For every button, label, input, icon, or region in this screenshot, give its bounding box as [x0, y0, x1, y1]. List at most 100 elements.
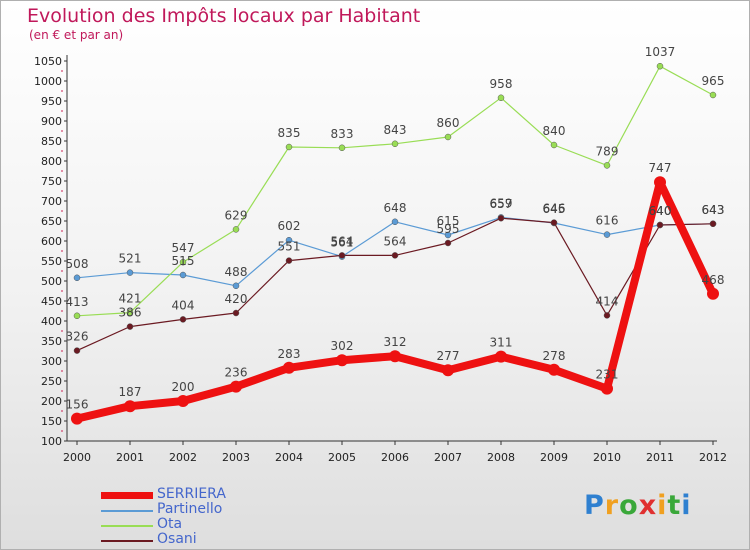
data-point-serriera — [283, 361, 295, 374]
data-label-serriera: 747 — [649, 161, 672, 175]
x-tick-label: 2008 — [487, 451, 515, 464]
x-tick-label: 2006 — [381, 451, 409, 464]
x-tick-label: 2007 — [434, 451, 462, 464]
data-point-ota — [126, 309, 134, 316]
y-tick-label: 300 — [41, 355, 62, 368]
data-label-serriera: 468 — [702, 273, 725, 287]
data-label-partinello: 521 — [119, 252, 142, 266]
y-tick-label: 850 — [41, 135, 62, 148]
data-label-serriera: 187 — [119, 385, 142, 399]
data-point-partinello — [285, 236, 293, 244]
data-point-osani — [603, 312, 611, 319]
data-point-serriera — [495, 350, 507, 363]
data-label-ota: 843 — [384, 123, 407, 137]
y-tick-label: 1050 — [34, 55, 62, 68]
proxiti-logo: Proxiti — [584, 490, 692, 521]
data-point-partinello — [603, 231, 611, 238]
y-tick-label: 900 — [41, 115, 62, 128]
data-label-serriera: 200 — [172, 380, 195, 394]
y-tick-label: 200 — [41, 395, 62, 408]
data-point-ota — [285, 143, 293, 151]
y-tick-label: 250 — [41, 375, 62, 388]
data-label-ota: 840 — [543, 124, 566, 138]
x-tick-label: 2012 — [699, 451, 727, 464]
data-point-osani — [179, 316, 187, 323]
data-label-serriera: 302 — [331, 339, 354, 353]
data-point-serriera — [177, 395, 189, 407]
x-tick-label: 2009 — [540, 451, 568, 464]
data-point-osani — [232, 309, 240, 317]
data-point-osani — [126, 323, 134, 330]
y-tick-label: 600 — [41, 235, 62, 248]
data-point-serriera — [336, 354, 348, 367]
x-tick-label: 2011 — [646, 451, 674, 464]
data-point-serriera — [601, 382, 613, 395]
data-point-osani — [338, 252, 346, 259]
data-point-partinello — [444, 231, 452, 239]
data-label-osani: 564 — [331, 234, 354, 248]
data-label-osani: 326 — [66, 330, 89, 344]
data-point-osani — [550, 219, 558, 226]
data-label-serriera: 312 — [384, 335, 407, 349]
data-point-osani — [656, 221, 664, 229]
data-label-serriera: 278 — [543, 349, 566, 363]
y-tick-label: 100 — [41, 435, 62, 448]
legend-label: Ota — [157, 516, 183, 532]
data-label-ota: 958 — [490, 77, 513, 91]
data-label-serriera: 277 — [437, 349, 460, 363]
data-label-serriera: 283 — [278, 347, 301, 361]
data-point-ota — [232, 226, 240, 233]
legend-swatch — [101, 492, 153, 499]
x-tick-label: 2004 — [275, 451, 303, 464]
x-tick-label: 2005 — [328, 451, 356, 464]
y-tick-label: 1000 — [34, 75, 62, 88]
data-label-ota: 835 — [278, 126, 301, 140]
data-label-partinello: 643 — [702, 203, 725, 217]
data-label-serriera: 231 — [596, 368, 619, 382]
x-tick-label: 2003 — [222, 451, 250, 464]
y-tick-label: 450 — [41, 295, 62, 308]
logo-letter: o — [619, 490, 639, 521]
data-point-osani — [73, 347, 81, 354]
data-label-osani: 595 — [437, 222, 460, 236]
data-label-partinello: 602 — [278, 219, 301, 233]
legend-label: Osani — [157, 531, 197, 547]
data-point-serriera — [71, 412, 83, 425]
data-point-ota — [179, 258, 187, 266]
data-label-osani: 564 — [384, 234, 407, 248]
data-point-osani — [709, 220, 717, 228]
chart-title: Evolution des Impôts locaux par Habitant — [27, 5, 421, 27]
data-label-osani: 414 — [596, 294, 619, 308]
data-point-osani — [391, 252, 399, 259]
data-label-partinello: 640 — [649, 204, 672, 218]
data-label-osani: 420 — [225, 292, 248, 306]
series-line-ota — [76, 65, 714, 317]
data-point-partinello — [73, 274, 81, 282]
y-tick-label: 800 — [41, 155, 62, 168]
logo-letter: i — [681, 490, 692, 521]
data-point-partinello — [126, 269, 134, 276]
legend-swatch — [101, 540, 153, 542]
data-point-ota — [603, 162, 611, 169]
legend-label: Partinello — [157, 501, 223, 517]
x-tick-label: 2000 — [63, 451, 91, 464]
legend-swatch — [101, 510, 153, 512]
data-label-serriera: 156 — [66, 398, 89, 412]
data-label-ota: 860 — [437, 116, 460, 130]
data-point-osani — [285, 257, 293, 264]
data-label-partinello: 615 — [437, 214, 460, 228]
chart-subtitle: (en € et par an) — [29, 28, 124, 42]
logo-letter: t — [667, 490, 682, 521]
data-label-osani: 657 — [490, 197, 513, 211]
data-label-ota: 965 — [702, 74, 725, 88]
data-label-osani: 640 — [649, 204, 672, 218]
data-label-osani: 646 — [543, 202, 566, 216]
data-label-ota: 421 — [119, 292, 142, 306]
x-tick-label: 2002 — [169, 451, 197, 464]
y-tick-label: 950 — [41, 95, 62, 108]
y-tick-label: 550 — [41, 255, 62, 268]
y-tick-label: 700 — [41, 195, 62, 208]
data-point-partinello — [232, 282, 240, 290]
data-point-ota — [391, 140, 399, 148]
